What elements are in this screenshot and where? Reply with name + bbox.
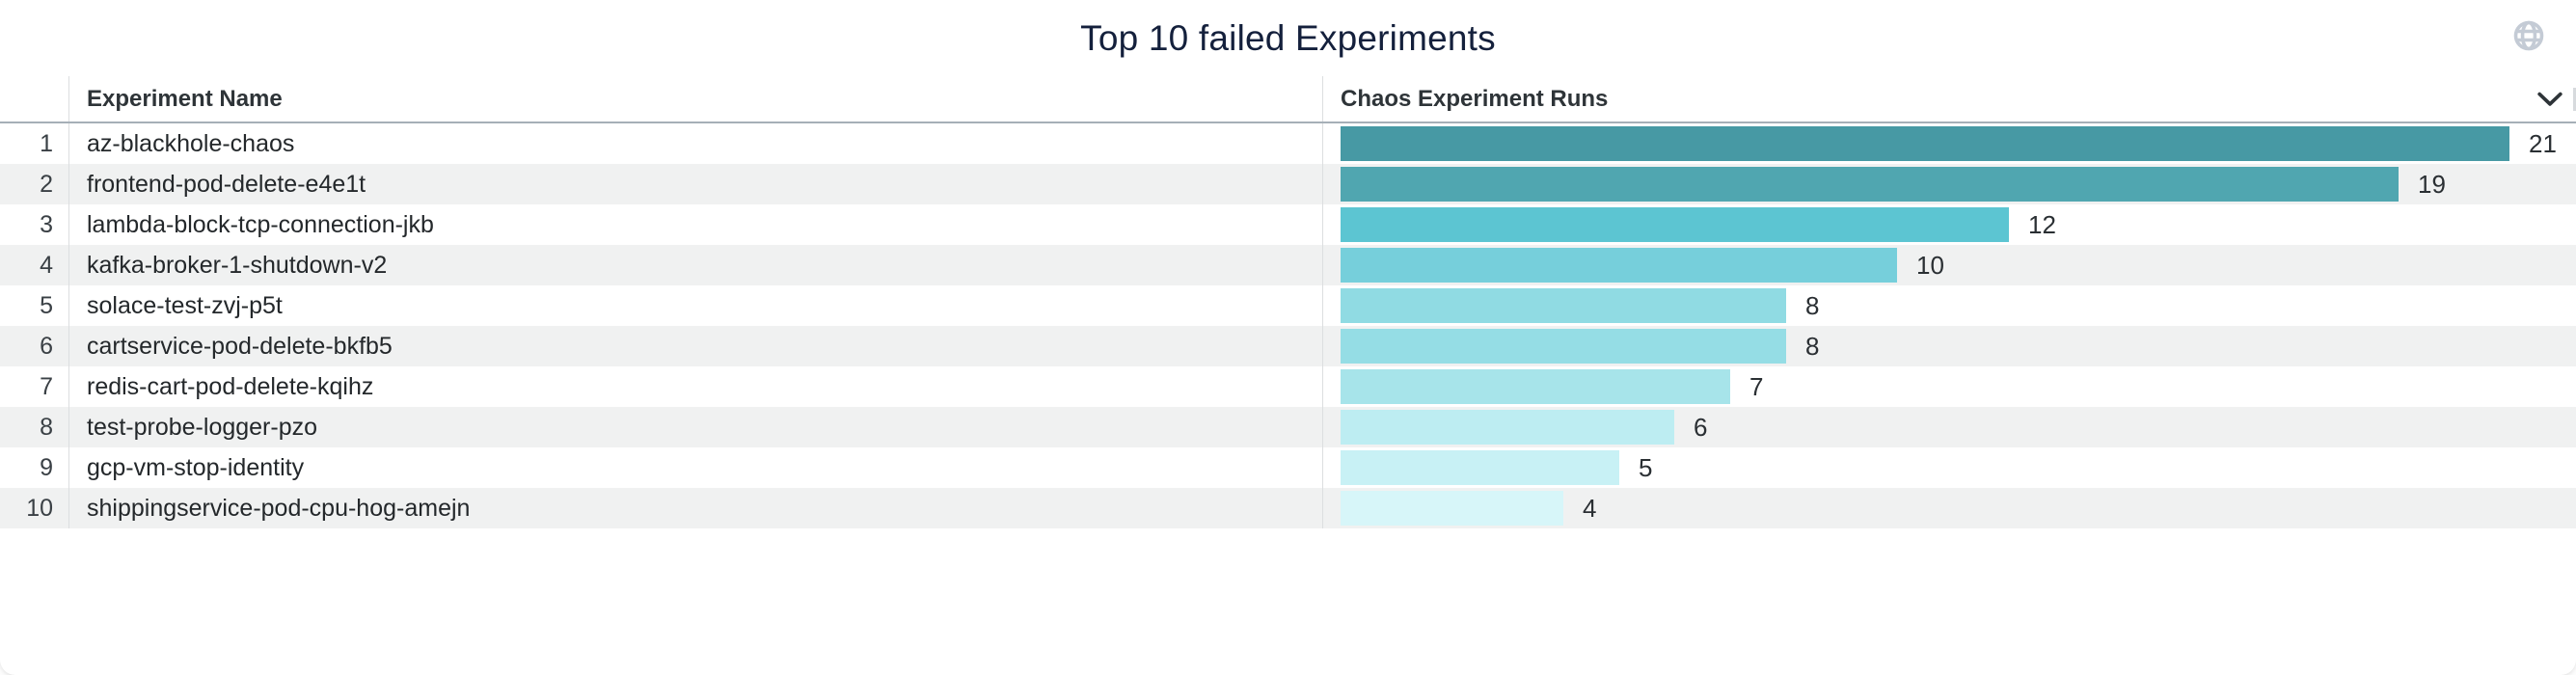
row-rank: 1 [0,123,69,164]
experiment-name-cell: frontend-pod-delete-e4e1t [69,164,1323,204]
experiment-name: redis-cart-pod-delete-kqihz [87,372,374,400]
runs-bar[interactable] [1341,410,1674,445]
table-row: 9 gcp-vm-stop-identity 5 [0,447,2576,488]
table-row: 7 redis-cart-pod-delete-kqihz 7 [0,366,2576,407]
globe-icon[interactable] [2511,18,2546,53]
bar-cell: 6 [1323,407,2576,447]
table-row: 8 test-probe-logger-pzo 6 [0,407,2576,447]
experiment-name-cell: az-blackhole-chaos [69,123,1323,164]
bar-value-label: 4 [1583,493,1597,523]
experiment-name-cell: test-probe-logger-pzo [69,407,1323,447]
bar-cell: 10 [1323,245,2576,285]
bar-cell: 12 [1323,204,2576,245]
bar-value-label: 10 [1916,250,1944,280]
experiment-name: solace-test-zvj-p5t [87,291,283,319]
bar-cell: 4 [1323,488,2576,528]
row-rank: 2 [0,164,69,204]
row-rank: 4 [0,245,69,285]
table-row: 6 cartservice-pod-delete-bkfb5 8 [0,326,2576,366]
experiment-name-cell: gcp-vm-stop-identity [69,447,1323,488]
rank-column-header [0,76,69,122]
bar-value-label: 7 [1749,371,1764,401]
experiment-name-column-header[interactable]: Experiment Name [69,76,1323,122]
experiment-name-cell: redis-cart-pod-delete-kqihz [69,366,1323,407]
experiment-name: frontend-pod-delete-e4e1t [87,170,366,198]
runs-column-header[interactable]: Chaos Experiment Runs [1323,76,2576,122]
experiment-name-cell: lambda-block-tcp-connection-jkb [69,204,1323,245]
bar-value-label: 19 [2418,169,2446,199]
runs-bar[interactable] [1341,288,1786,323]
chevron-down-icon[interactable] [2537,92,2562,107]
right-edge-divider [2573,88,2576,111]
experiment-name-cell: shippingservice-pod-cpu-hog-amejn [69,488,1323,528]
row-rank: 6 [0,326,69,366]
runs-bar[interactable] [1341,369,1730,404]
experiment-name: az-blackhole-chaos [87,129,295,157]
table-row: 3 lambda-block-tcp-connection-jkb 12 [0,204,2576,245]
table-body: 1 az-blackhole-chaos 21 2 frontend-pod-delet… [0,123,2576,528]
table-row: 2 frontend-pod-delete-e4e1t 19 [0,164,2576,204]
bar-value-label: 8 [1805,290,1820,320]
bar-cell: 19 [1323,164,2576,204]
runs-bar[interactable] [1341,248,1897,283]
row-rank: 9 [0,447,69,488]
title-bar: Top 10 failed Experiments [0,0,2576,76]
bar-value-label: 5 [1639,452,1653,482]
bar-cell: 5 [1323,447,2576,488]
table-row: 4 kafka-broker-1-shutdown-v2 10 [0,245,2576,285]
runs-header-label: Chaos Experiment Runs [1341,85,1609,112]
table-row: 1 az-blackhole-chaos 21 [0,123,2576,164]
table-row: 10 shippingservice-pod-cpu-hog-amejn 4 [0,488,2576,528]
experiment-name: cartservice-pod-delete-bkfb5 [87,332,393,360]
bar-value-label: 6 [1694,412,1708,442]
runs-bar[interactable] [1341,167,2399,202]
runs-bar[interactable] [1341,450,1619,485]
experiment-name: shippingservice-pod-cpu-hog-amejn [87,494,471,522]
bar-cell: 8 [1323,326,2576,366]
runs-bar[interactable] [1341,207,2009,242]
experiment-name: lambda-block-tcp-connection-jkb [87,210,434,238]
experiment-name: kafka-broker-1-shutdown-v2 [87,251,388,279]
experiment-name-header-label: Experiment Name [87,85,283,112]
table-header: Experiment Name Chaos Experiment Runs [0,76,2576,123]
bar-cell: 21 [1323,123,2576,164]
bar-value-label: 21 [2529,128,2557,158]
runs-bar[interactable] [1341,126,2509,161]
runs-bar[interactable] [1341,329,1786,364]
experiment-name-cell: solace-test-zvj-p5t [69,285,1323,326]
bar-cell: 7 [1323,366,2576,407]
runs-bar[interactable] [1341,491,1563,526]
bar-value-label: 12 [2028,209,2056,239]
bar-cell: 8 [1323,285,2576,326]
bar-value-label: 8 [1805,331,1820,361]
experiment-name-cell: cartservice-pod-delete-bkfb5 [69,326,1323,366]
row-rank: 3 [0,204,69,245]
chart-title: Top 10 failed Experiments [1080,17,1496,58]
experiment-name: test-probe-logger-pzo [87,413,318,441]
row-rank: 10 [0,488,69,528]
row-rank: 8 [0,407,69,447]
experiment-name: gcp-vm-stop-identity [87,453,305,481]
row-rank: 7 [0,366,69,407]
table-row: 5 solace-test-zvj-p5t 8 [0,285,2576,326]
experiment-name-cell: kafka-broker-1-shutdown-v2 [69,245,1323,285]
row-rank: 5 [0,285,69,326]
